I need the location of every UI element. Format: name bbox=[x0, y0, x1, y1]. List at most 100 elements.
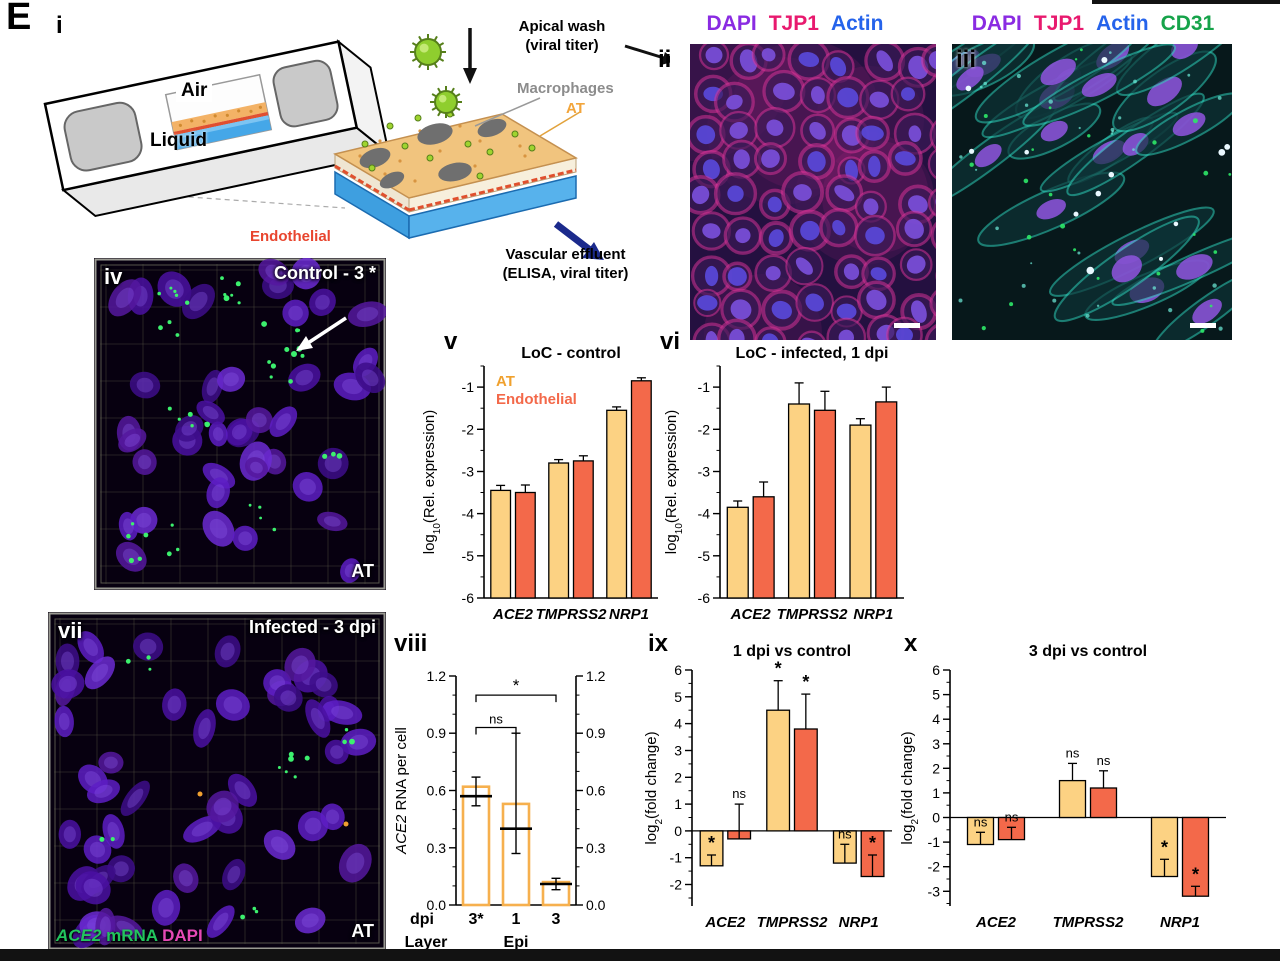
svg-text:ns: ns bbox=[838, 826, 852, 841]
svg-text:3: 3 bbox=[932, 736, 940, 752]
marker-actin: Actin bbox=[830, 12, 884, 35]
chip-3d-body bbox=[43, 39, 392, 218]
panel-vii-stain-caption: ACE2 mRNA DAPI bbox=[56, 926, 203, 946]
epithelium-micrograph-canvas bbox=[690, 44, 936, 340]
svg-text:0.6: 0.6 bbox=[427, 783, 447, 799]
svg-text:log10(Rel. expression): log10(Rel. expression) bbox=[421, 410, 443, 555]
panel-vii-title: Infected - 3 dpi bbox=[248, 617, 376, 637]
panel-x-label: x bbox=[904, 630, 918, 657]
svg-text:-2: -2 bbox=[670, 877, 683, 893]
svg-text:-4: -4 bbox=[462, 506, 475, 522]
panel-vi-label: vi bbox=[660, 328, 681, 355]
svg-text:-2: -2 bbox=[462, 421, 475, 437]
svg-text:ns: ns bbox=[974, 814, 988, 829]
svg-text:ACE2 RNA per cell: ACE2 RNA per cell bbox=[393, 727, 410, 855]
svg-text:NRP1: NRP1 bbox=[1160, 914, 1200, 931]
inoculation-down-arrow-icon bbox=[463, 28, 477, 84]
epithelium-micrograph bbox=[690, 44, 936, 340]
vascular-effluent-arrow-icon bbox=[553, 221, 604, 260]
macrophages-leader-line bbox=[474, 97, 541, 127]
svg-text:1: 1 bbox=[512, 911, 521, 928]
svg-text:LoC - control: LoC - control bbox=[521, 345, 621, 362]
svg-text:3*: 3* bbox=[468, 911, 484, 928]
marker-tjp1: TJP1 bbox=[1033, 12, 1085, 35]
svg-text:ns: ns bbox=[1066, 745, 1080, 760]
control-fish-micrograph-canvas bbox=[94, 258, 386, 590]
svg-text:log2(fold change): log2(fold change) bbox=[643, 731, 665, 844]
svg-text:1.2: 1.2 bbox=[427, 668, 447, 684]
chart-loc-control: LoC - control log10(Rel. expression) -1 -2 -… bbox=[420, 342, 664, 628]
chip-port-right bbox=[272, 59, 339, 128]
svg-text:Layer: Layer bbox=[405, 934, 448, 951]
svg-text:-5: -5 bbox=[462, 548, 475, 564]
svg-text:ns: ns bbox=[489, 712, 503, 727]
svg-text:5: 5 bbox=[932, 687, 940, 703]
marker-ace2: ACE2 bbox=[56, 926, 102, 945]
svg-text:-2: -2 bbox=[928, 859, 941, 875]
macrophage-shapes bbox=[359, 118, 507, 189]
svg-text:-2: -2 bbox=[698, 421, 711, 437]
svg-text:*: * bbox=[513, 676, 520, 695]
chip-schematic-illustration bbox=[43, 28, 670, 260]
panel-iii-label: iii bbox=[956, 46, 977, 73]
svg-text:TMPRSS2: TMPRSS2 bbox=[1053, 914, 1125, 931]
svg-text:dpi: dpi bbox=[410, 911, 434, 928]
marker-tjp1: TJP1 bbox=[768, 12, 819, 35]
panel-iii-marker-legend: DAPI TJP1 Actin CD31 bbox=[948, 12, 1238, 36]
panel-iv-title: Control - 3 * bbox=[274, 263, 376, 283]
panel-ii-marker-legend: DAPI TJP1 Actin bbox=[650, 12, 940, 36]
svg-text:0.3: 0.3 bbox=[586, 840, 606, 856]
svg-text:-5: -5 bbox=[698, 548, 711, 564]
panel-vii-label: vii bbox=[58, 618, 83, 643]
chip-port-left bbox=[63, 101, 143, 172]
infected-fish-micrograph-canvas bbox=[48, 612, 386, 950]
control-fish-micrograph: iv Control - 3 * AT bbox=[94, 258, 386, 590]
marker-dapi: DAPI bbox=[971, 12, 1022, 35]
air-label: Air bbox=[176, 80, 213, 102]
svg-text:-1: -1 bbox=[670, 850, 683, 866]
svg-text:Epi: Epi bbox=[504, 934, 529, 951]
svg-text:5: 5 bbox=[674, 689, 682, 705]
svg-text:1: 1 bbox=[674, 796, 682, 812]
svg-text:*: * bbox=[775, 659, 782, 679]
svg-text:0: 0 bbox=[674, 823, 682, 839]
svg-text:-1: -1 bbox=[698, 379, 711, 395]
panel-v-label: v bbox=[444, 328, 458, 355]
svg-text:-1: -1 bbox=[928, 834, 941, 850]
svg-text:*: * bbox=[869, 833, 876, 853]
svg-text:*: * bbox=[802, 672, 809, 692]
svg-text:2: 2 bbox=[674, 769, 682, 785]
endothelium-micrograph-canvas bbox=[952, 44, 1232, 340]
svg-text:0.0: 0.0 bbox=[427, 897, 447, 913]
virus-particles-on-tissue bbox=[361, 110, 536, 180]
svg-text:3: 3 bbox=[674, 743, 682, 759]
zoom-leader-line bbox=[89, 189, 346, 209]
svg-text:0.6: 0.6 bbox=[586, 783, 606, 799]
svg-text:AT: AT bbox=[496, 373, 515, 390]
svg-text:6: 6 bbox=[932, 662, 940, 678]
marker-actin: Actin bbox=[1096, 12, 1149, 35]
panel-ix-label: ix bbox=[648, 630, 669, 657]
tissue-layers-illustration bbox=[333, 97, 581, 240]
svg-text:ns: ns bbox=[1005, 809, 1019, 824]
panel-iv-at-label: AT bbox=[351, 561, 374, 581]
svg-text:*: * bbox=[708, 833, 715, 853]
panel-iv-label: iv bbox=[104, 264, 123, 289]
crop-edge-artifact-top bbox=[1092, 0, 1280, 4]
svg-text:log10(Rel. expression): log10(Rel. expression) bbox=[663, 410, 685, 555]
svg-text:2: 2 bbox=[932, 760, 940, 776]
svg-text:TMPRSS2: TMPRSS2 bbox=[777, 606, 849, 623]
svg-text:1 dpi vs control: 1 dpi vs control bbox=[733, 643, 851, 660]
svg-text:ACE2: ACE2 bbox=[704, 914, 746, 931]
svg-text:-1: -1 bbox=[462, 379, 475, 395]
chart-3dpi-vs-control: 3 dpi vs control log2(fold change) 6 5 4 3 2 1 0… bbox=[898, 640, 1236, 936]
chart-loc-infected: LoC - infected, 1 dpi log10(Rel. expressi… bbox=[662, 342, 910, 628]
svg-text:-3: -3 bbox=[928, 883, 941, 899]
svg-text:TMPRSS2: TMPRSS2 bbox=[757, 914, 829, 931]
svg-text:NRP1: NRP1 bbox=[853, 606, 893, 623]
svg-text:0.0: 0.0 bbox=[586, 897, 606, 913]
svg-text:3: 3 bbox=[552, 911, 561, 928]
svg-text:4: 4 bbox=[674, 716, 682, 732]
panel-vii-at-label: AT bbox=[351, 921, 374, 941]
endothelial-label: Endothelial bbox=[250, 228, 331, 245]
